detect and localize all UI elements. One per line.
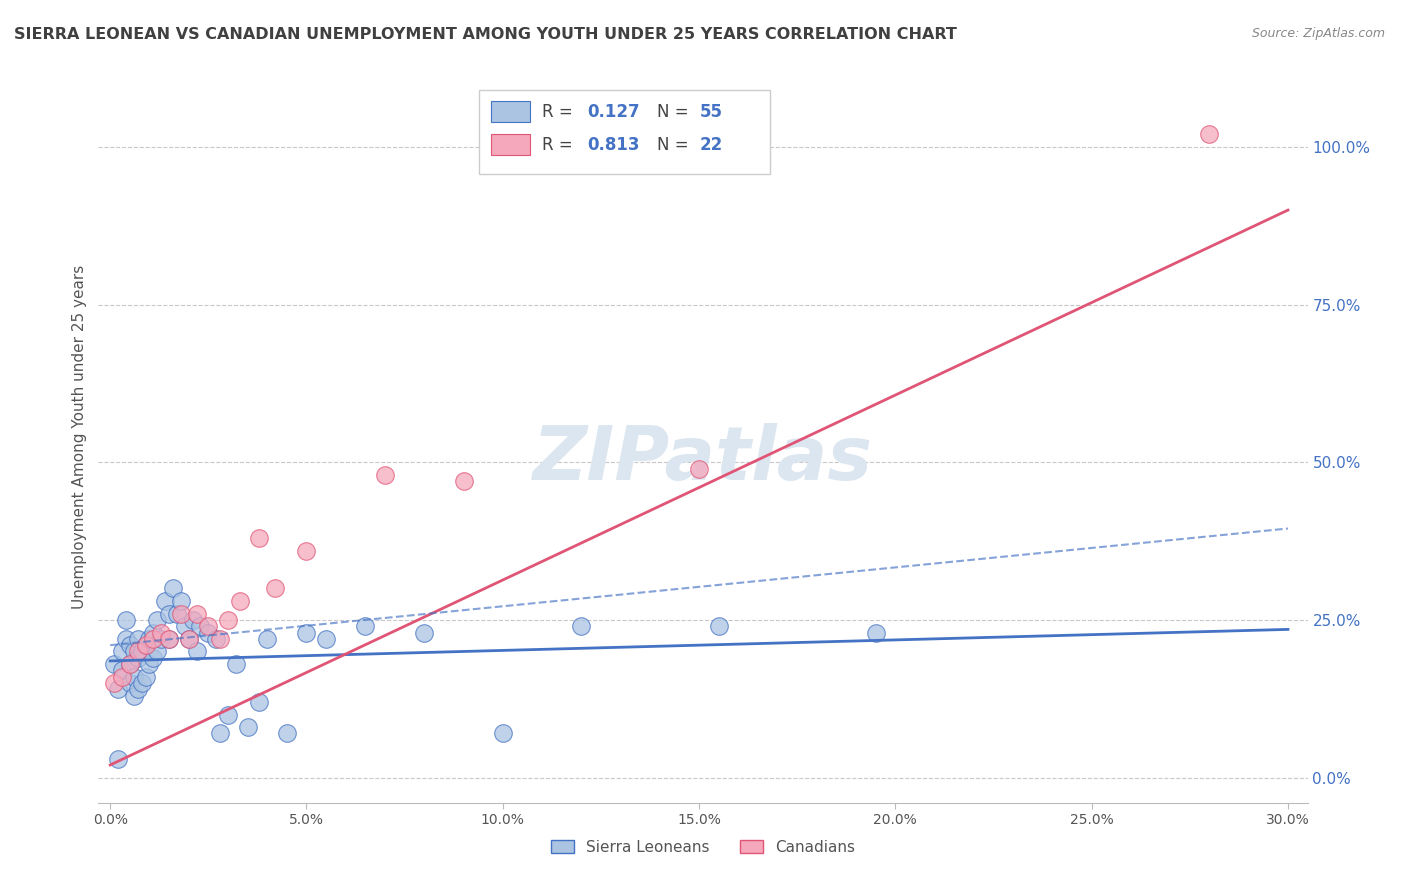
Point [688,461,710,475]
Y-axis label: Unemployment Among Youth under 25 years: Unemployment Among Youth under 25 years [72,265,87,609]
Point [127,650,149,665]
Point [131,644,153,658]
Point [217,707,239,722]
Text: 55: 55 [699,103,723,120]
Point [111,664,134,678]
Text: Source: ZipAtlas.com: Source: ZipAtlas.com [1251,27,1385,40]
Point [118,676,141,690]
Point [115,613,138,627]
Point [153,594,176,608]
Point [135,638,157,652]
Text: N =: N = [657,136,695,153]
Point [374,467,396,482]
Text: 22: 22 [699,136,723,153]
Point [118,638,141,652]
Point [217,613,239,627]
Point [162,582,184,596]
Point [107,682,129,697]
Point [157,632,180,646]
Point [135,670,157,684]
Point [157,607,180,621]
Text: R =: R = [543,103,578,120]
FancyBboxPatch shape [492,135,530,154]
Point [247,531,270,545]
FancyBboxPatch shape [492,102,530,122]
Point [190,619,212,633]
Point [256,632,278,646]
Point [181,613,204,627]
Point [354,619,377,633]
Point [103,657,125,671]
Point [295,625,318,640]
Point [135,638,157,652]
FancyBboxPatch shape [479,90,769,174]
Point [122,644,145,658]
Point [177,632,200,646]
Point [118,657,141,671]
Point [166,607,188,621]
Point [122,670,145,684]
Point [197,619,219,633]
Point [209,726,232,740]
Point [170,594,193,608]
Point [111,644,134,658]
Point [103,676,125,690]
Point [142,632,165,646]
Point [138,657,160,671]
Text: 0.127: 0.127 [586,103,640,120]
Point [186,644,208,658]
Point [865,625,887,640]
Text: ZIPatlas: ZIPatlas [533,423,873,496]
Point [707,619,730,633]
Point [146,644,169,658]
Text: 0.813: 0.813 [586,136,640,153]
Point [205,632,228,646]
Point [247,695,270,709]
Point [127,632,149,646]
Point [173,619,195,633]
Point [146,613,169,627]
Point [209,632,232,646]
Point [186,607,208,621]
Point [236,720,259,734]
Point [107,752,129,766]
Point [111,670,134,684]
Point [413,625,436,640]
Point [127,682,149,697]
Point [264,582,287,596]
Point [127,644,149,658]
Point [150,632,173,646]
Point [122,689,145,703]
Point [492,726,515,740]
Point [315,632,337,646]
Point [569,619,592,633]
Point [170,607,193,621]
Point [157,632,180,646]
Point [142,650,165,665]
Point [142,625,165,640]
Point [276,726,298,740]
Text: R =: R = [543,136,578,153]
Point [295,543,318,558]
Legend: Sierra Leoneans, Canadians: Sierra Leoneans, Canadians [544,834,862,861]
Point [197,625,219,640]
Point [453,474,475,488]
Point [138,632,160,646]
Point [229,594,252,608]
Point [118,657,141,671]
Text: N =: N = [657,103,695,120]
Text: SIERRA LEONEAN VS CANADIAN UNEMPLOYMENT AMONG YOUTH UNDER 25 YEARS CORRELATION C: SIERRA LEONEAN VS CANADIAN UNEMPLOYMENT … [14,27,957,42]
Point [131,676,153,690]
Point [225,657,247,671]
Point [177,632,200,646]
Point [115,632,138,646]
Point [1198,128,1220,142]
Point [150,625,173,640]
